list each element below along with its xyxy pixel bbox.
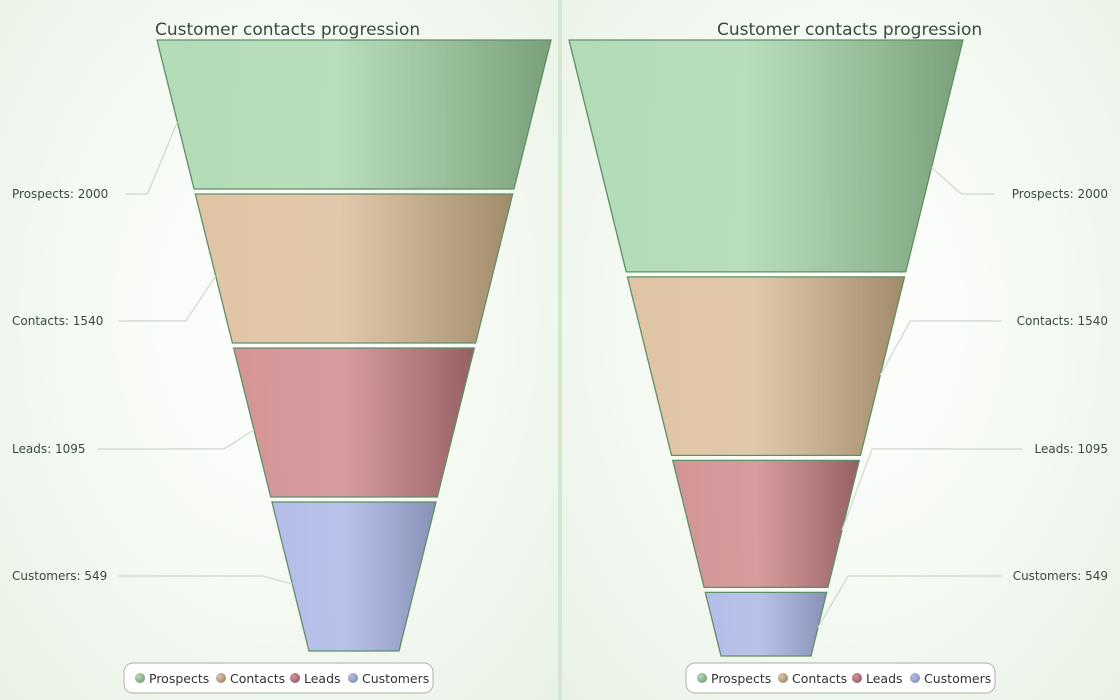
legend-swatch-customers [910,673,920,683]
callout-line-contacts [118,275,217,322]
funnel-segment-prospects[interactable] [568,39,964,273]
legend-label-leads: Leads [866,671,903,686]
legend-label-leads: Leads [304,671,341,686]
funnel-chart-right: Customer contacts progression Prospects: … [568,20,1108,694]
data-label-contacts: Contacts: 1540 [1017,314,1108,328]
legend-item-customers[interactable]: Customers [910,671,991,686]
data-label-prospects: Prospects: 2000 [1012,187,1108,201]
legend-item-contacts[interactable]: Contacts [216,671,285,686]
legend: Prospects Contacts Leads Customers [123,662,434,694]
legend-item-leads[interactable]: Leads [852,671,903,686]
callout-line-prospects [931,167,995,195]
funnel-chart-left: Customer contacts progression Prospects: … [12,20,552,694]
chart-title: Customer contacts progression [717,20,982,40]
funnel-segment-customers[interactable] [271,501,437,652]
funnel-chart-panel-left: Customer contacts progression Prospects: … [0,0,558,700]
funnel-chart-panel-right: Customer contacts progression Prospects: … [562,0,1120,700]
legend-item-customers[interactable]: Customers [348,671,429,686]
legend-swatch-contacts [778,673,788,683]
legend-item-prospects[interactable]: Prospects [135,671,209,686]
callout-line-contacts [879,320,1002,376]
funnel-segment-contacts[interactable] [194,193,514,344]
funnel-segment-customers[interactable] [704,591,828,657]
data-label-prospects: Prospects: 2000 [12,187,108,201]
legend-label-prospects: Prospects [711,671,771,686]
data-label-leads: Leads: 1095 [1035,442,1108,456]
funnel-segment-leads[interactable] [671,459,861,589]
callout-line-leads [841,448,1023,531]
callout-line-prospects [125,121,179,195]
callout-line-customers [817,575,1002,628]
legend-label-contacts: Contacts [230,671,285,686]
legend-swatch-leads [290,673,300,683]
legend-label-prospects: Prospects [149,671,209,686]
legend-box [123,662,434,694]
funnel-segment-contacts[interactable] [626,276,906,457]
callout-line-leads [97,429,255,450]
legend-label-contacts: Contacts [792,671,847,686]
funnel-segment-leads[interactable] [232,347,476,498]
legend-item-leads[interactable]: Leads [290,671,341,686]
legend-swatch-contacts [216,673,226,683]
legend: Prospects Contacts Leads Customers [685,662,996,694]
data-label-customers: Customers: 549 [1013,569,1108,583]
legend-swatch-leads [852,673,862,683]
legend-label-customers: Customers [924,671,991,686]
chart-title: Customer contacts progression [155,20,420,40]
legend-swatch-prospects [697,673,707,683]
data-label-leads: Leads: 1095 [12,442,85,456]
legend-box [685,662,996,694]
legend-swatch-customers [348,673,358,683]
legend-item-contacts[interactable]: Contacts [778,671,847,686]
callout-line-customers [118,575,293,585]
legend-label-customers: Customers [362,671,429,686]
data-label-contacts: Contacts: 1540 [12,314,103,328]
panel-divider [558,0,562,700]
data-label-customers: Customers: 549 [12,569,107,583]
funnel-segment-prospects[interactable] [156,39,552,190]
legend-item-prospects[interactable]: Prospects [697,671,771,686]
legend-swatch-prospects [135,673,145,683]
